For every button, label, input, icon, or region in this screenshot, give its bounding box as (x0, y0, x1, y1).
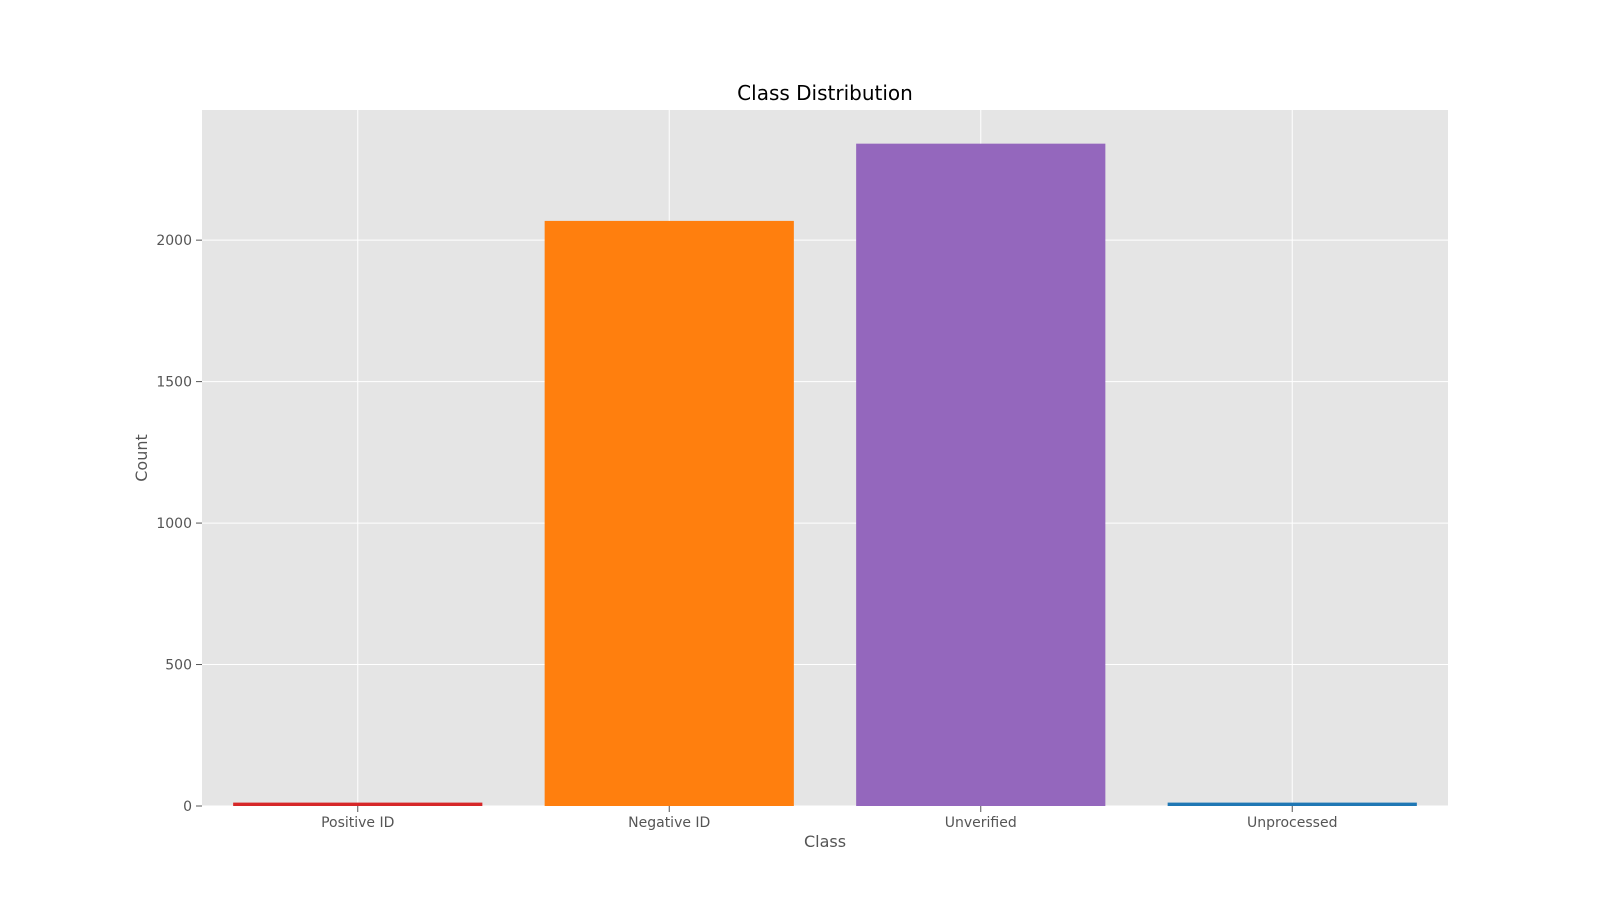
x-axis: Positive ID Negative ID Unverified Unproces… (321, 806, 1337, 831)
x-tick-label: Negative ID (628, 815, 710, 831)
chart-title: Class Distribution (737, 81, 913, 105)
y-tick-label: 1500 (156, 375, 192, 391)
bar-unprocessed (1167, 802, 1417, 806)
y-tick-label: 2000 (156, 233, 192, 249)
bar-negative-id (544, 220, 794, 806)
bar-unverified (856, 143, 1106, 807)
y-axis: 0 500 1000 1500 2000 (156, 233, 202, 815)
y-axis-label: Count (132, 434, 151, 482)
bar-positive-id (233, 802, 483, 806)
y-tick-label: 1000 (156, 516, 192, 532)
plot-area (202, 110, 1448, 806)
y-tick-label: 500 (165, 658, 192, 674)
x-tick-label: Unprocessed (1247, 815, 1337, 831)
bars (233, 143, 1417, 807)
y-tick-label: 0 (183, 799, 192, 815)
x-tick-label: Positive ID (321, 815, 394, 831)
x-axis-label: Class (804, 832, 846, 851)
x-tick-label: Unverified (945, 815, 1017, 831)
